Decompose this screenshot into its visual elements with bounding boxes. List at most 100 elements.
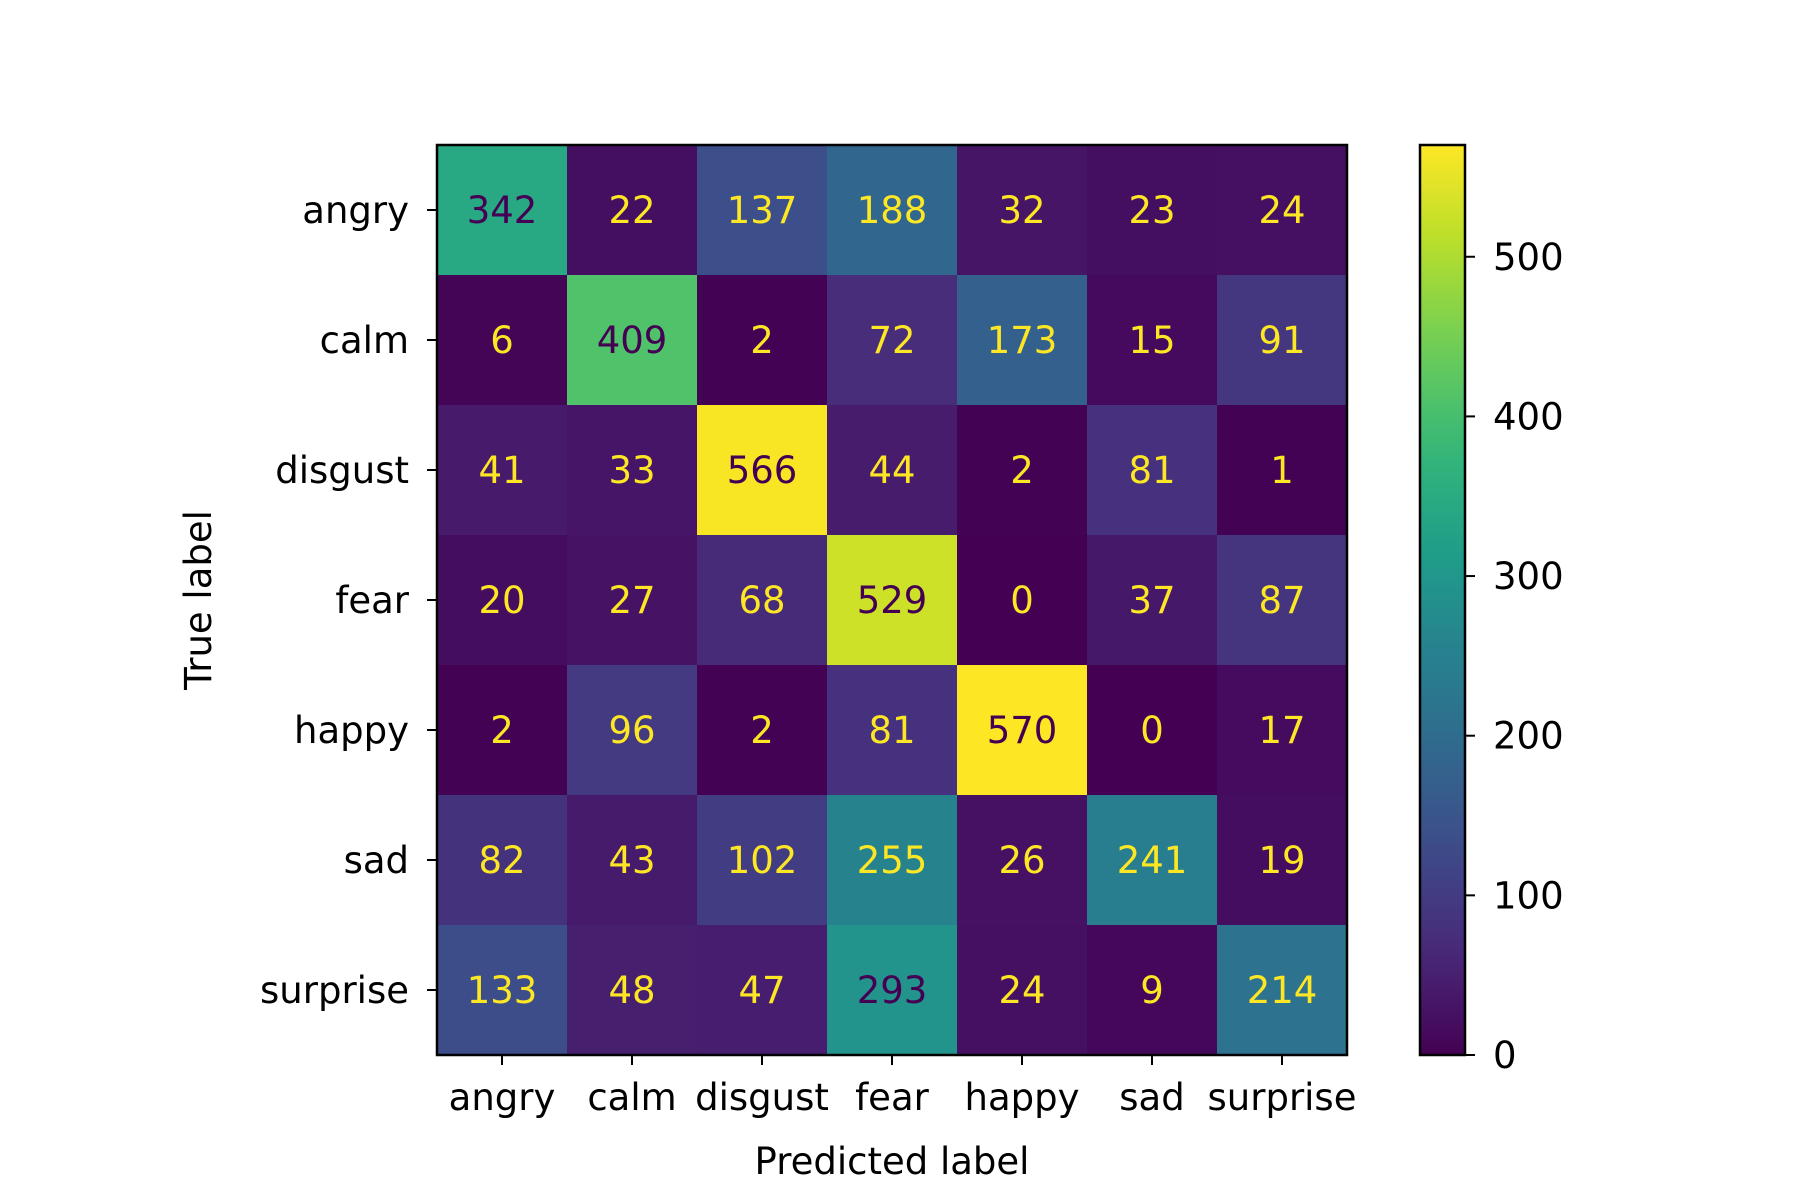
- heatmap-cell: [957, 795, 1088, 926]
- heatmap-cell: [1087, 275, 1218, 406]
- cell-value-label: 409: [597, 319, 668, 362]
- x-axis-label: Predicted label: [755, 1140, 1030, 1183]
- heatmap-cell: [437, 665, 568, 796]
- heatmap-cell: [957, 535, 1088, 666]
- heatmap-cell: [1087, 405, 1218, 536]
- cell-value-label: 6: [490, 319, 514, 362]
- y-tick-label: happy: [294, 709, 409, 752]
- x-tick-label: angry: [449, 1076, 556, 1119]
- cell-value-label: 22: [608, 189, 655, 232]
- x-tick-label: fear: [855, 1076, 929, 1119]
- cell-value-label: 173: [987, 319, 1058, 362]
- x-tick-label: happy: [965, 1076, 1080, 1119]
- heatmap-cell: [957, 275, 1088, 406]
- heatmap-cell: [697, 405, 828, 536]
- cell-value-label: 566: [727, 449, 798, 492]
- heatmap-cell: [567, 405, 698, 536]
- y-axis-ticks: angry calm disgust fear happy sad surprise: [260, 189, 437, 1012]
- heatmap-cell: [697, 795, 828, 926]
- cell-value-label: 32: [998, 189, 1045, 232]
- cell-value-label: 23: [1128, 189, 1175, 232]
- heatmap-cell: [437, 275, 568, 406]
- cell-value-label: 87: [1258, 579, 1305, 622]
- cell-value-label: 44: [868, 449, 915, 492]
- cell-value-label: 91: [1258, 319, 1305, 362]
- cell-value-label: 81: [1128, 449, 1175, 492]
- heatmap-cell: [437, 535, 568, 666]
- cell-value-label: 9: [1140, 969, 1164, 1012]
- cell-value-label: 214: [1247, 969, 1318, 1012]
- cell-value-label: 2: [490, 709, 514, 752]
- colorbar-tick-label: 500: [1493, 236, 1564, 279]
- cell-value-label: 37: [1128, 579, 1175, 622]
- y-axis-label: True label: [177, 510, 220, 691]
- heatmap-cell: [567, 925, 698, 1056]
- heatmap-cell: [437, 925, 568, 1056]
- cell-value-label: 570: [987, 709, 1058, 752]
- heatmap-cell: [957, 665, 1088, 796]
- heatmap-cell: [1217, 795, 1348, 926]
- heatmap-cell: [957, 925, 1088, 1056]
- x-tick-label: disgust: [695, 1076, 829, 1119]
- heatmap-cell: [437, 795, 568, 926]
- y-tick-label: angry: [302, 189, 409, 232]
- heatmap-cell: [827, 275, 958, 406]
- cell-value-label: 2: [750, 319, 774, 362]
- x-tick-label: sad: [1119, 1076, 1184, 1119]
- cell-value-label: 241: [1117, 839, 1188, 882]
- cell-value-label: 26: [998, 839, 1045, 882]
- heatmap-cell: [1217, 665, 1348, 796]
- heatmap-cell: [827, 535, 958, 666]
- heatmap-cell: [567, 535, 698, 666]
- cell-value-label: 27: [608, 579, 655, 622]
- cell-value-label: 43: [608, 839, 655, 882]
- heatmap-cell: [1087, 665, 1218, 796]
- cell-value-label: 2: [750, 709, 774, 752]
- cell-value-label: 24: [1258, 189, 1305, 232]
- heatmap-cell: [1087, 145, 1218, 276]
- heatmap-cell: [827, 405, 958, 536]
- heatmap-cell: [697, 535, 828, 666]
- heatmap-cell: [827, 925, 958, 1056]
- y-tick-label: calm: [320, 319, 409, 362]
- heatmap-cell: [957, 405, 1088, 536]
- heatmap-cell: [1217, 275, 1348, 406]
- y-tick-label: sad: [344, 839, 409, 882]
- colorbar-tick-label: 0: [1493, 1034, 1517, 1077]
- cell-value-label: 48: [608, 969, 655, 1012]
- cell-value-label: 0: [1010, 579, 1034, 622]
- cell-value-label: 1: [1270, 449, 1294, 492]
- cell-value-label: 47: [738, 969, 785, 1012]
- cell-value-label: 17: [1258, 709, 1305, 752]
- cell-value-label: 255: [857, 839, 928, 882]
- cell-value-label: 24: [998, 969, 1045, 1012]
- cell-value-label: 20: [478, 579, 525, 622]
- heatmap-cell: [1087, 795, 1218, 926]
- heatmap-cell: [1217, 405, 1348, 536]
- cell-value-label: 137: [727, 189, 798, 232]
- x-axis-ticks: angry calm disgust fear happy sad surprise: [449, 1055, 1356, 1119]
- heatmap-cell: [1087, 925, 1218, 1056]
- heatmap-cell: [437, 145, 568, 276]
- heatmap-cells: [437, 145, 1348, 1056]
- heatmap-cell: [1087, 535, 1218, 666]
- cell-value-label: 41: [478, 449, 525, 492]
- heatmap-cell: [827, 665, 958, 796]
- cell-value-label: 82: [478, 839, 525, 882]
- heatmap-cell: [1217, 925, 1348, 1056]
- colorbar-tick-label: 400: [1493, 395, 1564, 438]
- colorbar: [1418, 143, 1467, 1057]
- heatmap-cell: [697, 665, 828, 796]
- heatmap-cell: [697, 145, 828, 276]
- cell-value-label: 15: [1128, 319, 1175, 362]
- heatmap-cell: [1217, 535, 1348, 666]
- cell-value-label: 0: [1140, 709, 1164, 752]
- colorbar-tick-label: 200: [1493, 715, 1564, 758]
- cell-value-label: 96: [608, 709, 655, 752]
- heatmap-cell: [567, 665, 698, 796]
- colorbar-tick-label: 300: [1493, 555, 1564, 598]
- cell-value-label: 72: [868, 319, 915, 362]
- heatmap-cell: [567, 145, 698, 276]
